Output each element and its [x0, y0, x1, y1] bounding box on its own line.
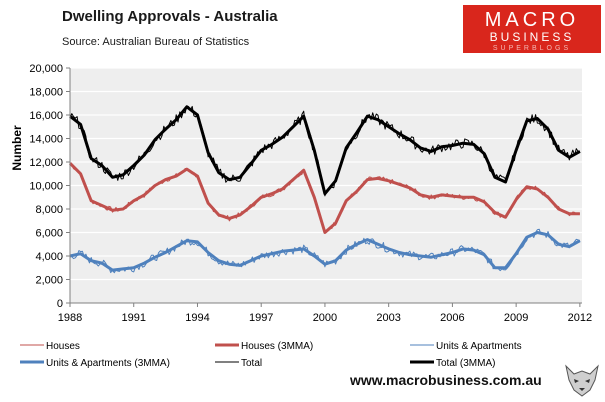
logo-line-3: SUPERBLOGS [492, 45, 572, 52]
chart-title: Dwelling Approvals - Australia [62, 8, 278, 25]
y-tick-label: 20,000 [29, 63, 63, 75]
y-axis-title: Number [10, 125, 24, 171]
y-tick-label: 10,000 [29, 181, 63, 193]
logo-line-1: MACRO [484, 9, 580, 31]
legend-label: Units & Apartments (3MMA) [46, 358, 170, 369]
x-tick-label: 2000 [313, 312, 337, 324]
series-line-houses-3mma [68, 162, 580, 234]
y-tick-label: 2,000 [35, 275, 63, 287]
macrobusiness-logo: MACRO BUSINESS SUPERBLOGS [463, 5, 601, 53]
legend: Houses Houses (3MMA) Units & Apartments Uni… [20, 341, 522, 369]
y-tick-label: 4,000 [35, 251, 63, 263]
y-tick-label: 6,000 [35, 228, 63, 240]
y-tick-label: 12,000 [29, 157, 63, 169]
legend-label: Houses (3MMA) [241, 341, 313, 352]
x-tick-label: 2006 [440, 312, 464, 324]
x-tick-label: 2003 [376, 312, 400, 324]
x-tick-label: 1988 [58, 312, 82, 324]
y-tick-label: 0 [57, 298, 63, 310]
series-lines [68, 105, 581, 274]
website-url[interactable]: www.macrobusiness.com.au [350, 372, 542, 388]
x-tick-label: 2012 [568, 312, 592, 324]
y-tick-label: 14,000 [29, 134, 63, 146]
x-tick-label: 1991 [121, 312, 145, 324]
x-tick-label: 1994 [185, 312, 209, 324]
legend-label: Houses [46, 341, 80, 352]
y-axis-ticks: 0 2,000 4,000 6,000 8,000 10,000 12,000 14,000 1… [29, 63, 70, 310]
y-tick-label: 16,000 [29, 110, 63, 122]
x-tick-label: 1997 [249, 312, 273, 324]
chart-source: Source: Australian Bureau of Statistics [62, 36, 250, 48]
y-tick-label: 18,000 [29, 87, 63, 99]
x-axis-ticks: 1988 1991 1994 1997 2000 2003 2006 2009 2012 [58, 303, 592, 324]
wolf-logo-icon [565, 364, 599, 397]
series-line-total-3mma [69, 105, 581, 196]
gridlines [70, 67, 582, 281]
legend-label: Total (3MMA) [436, 358, 495, 369]
legend-label: Units & Apartments [436, 341, 522, 352]
logo-line-2: BUSINESS [489, 30, 575, 44]
legend-label: Total [241, 358, 262, 369]
y-tick-label: 8,000 [35, 204, 63, 216]
series-line-units-apartments-3mma [69, 231, 581, 272]
x-tick-label: 2009 [504, 312, 528, 324]
